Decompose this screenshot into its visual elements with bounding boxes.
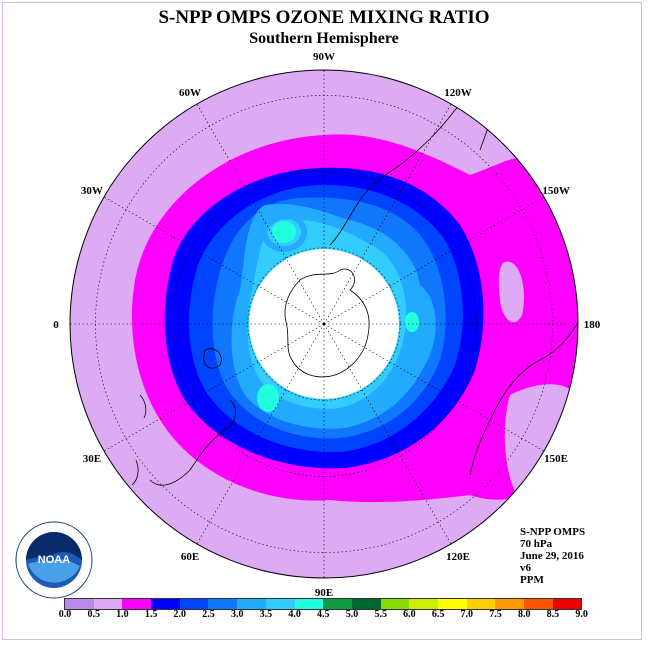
map-subtitle: Southern Hemisphere: [249, 30, 399, 47]
colorbar-swatch: [151, 599, 180, 609]
colorbar-tick-label: 5.5: [374, 609, 387, 620]
longitude-label: 150W: [542, 185, 570, 197]
longitude-label: 30E: [83, 453, 101, 465]
longitude-label: 60E: [181, 551, 199, 563]
colorbar-swatch: [93, 599, 123, 609]
colorbar-tick-label: 4.5: [317, 609, 330, 620]
colorbar-tick-label: 8.0: [517, 609, 531, 620]
colorbar-swatch: [495, 599, 524, 609]
colorbar-tick-label: 0.5: [87, 609, 100, 620]
longitude-label: 90E: [315, 587, 333, 599]
colorbar-labels: 0.0 0.5 1.0 1.5 2.0 2.5 3.0 3.5 4.0 4.5 5.0 5.5 6.0 6…: [0, 609, 648, 623]
info-date: June 29, 2016: [520, 550, 584, 562]
longitude-labels: 90W 60W 30W 0 30E 60E 90E 120E 150E 180 150W 120W: [53, 51, 601, 599]
colorbar-swatch: [294, 599, 324, 609]
colorbar-tick-label: 7.0: [460, 609, 474, 620]
australia-coastline: [149, 348, 236, 486]
colorbar-swatch: [323, 599, 352, 609]
info-instrument: S-NPP OMPS: [520, 526, 586, 538]
new-zealand-coastline: [131, 394, 147, 486]
colorbar-swatch: [380, 599, 410, 609]
longitude-label: 180: [584, 319, 601, 331]
ozone-pocket-1: [261, 212, 307, 252]
colorbar-swatch: [524, 599, 553, 609]
colorbar-swatch: [409, 599, 438, 609]
colorbar-swatch: [351, 599, 381, 609]
plot-frame: [2, 2, 642, 640]
colorbar-tick-label: 2.5: [202, 609, 215, 620]
map-boundary: [69, 69, 579, 579]
colorbar-tick-label: 2.0: [173, 609, 187, 620]
graticule: [70, 70, 578, 578]
africa-coastline: [469, 319, 578, 476]
longitude-label: 90W: [313, 51, 335, 63]
pole-marker: [322, 322, 326, 326]
colorbar-tick-label: 8.5: [546, 609, 560, 620]
longitude-label: 60W: [179, 87, 201, 99]
colorbar-tick-label: 7.5: [489, 609, 502, 620]
info-version: v6: [520, 562, 531, 574]
colorbar-tick-label: 6.5: [431, 609, 445, 620]
longitude-label: 30W: [81, 185, 103, 197]
info-units: PPM: [520, 574, 544, 586]
info-panel: S-NPP OMPS 70 hPa June 29, 2016 v6 PPM: [520, 526, 585, 586]
colorbar-tick-label: 5.0: [345, 609, 359, 620]
ozone-max-patch-1: [272, 221, 296, 243]
colorbar-swatch: [437, 599, 467, 609]
colorbar-tick-label: 0.0: [58, 609, 72, 620]
colorbar-swatch: [466, 599, 496, 609]
map-title: S-NPP OMPS OZONE MIXING RATIO: [158, 7, 490, 28]
colorbar-tick-label: 1.0: [116, 609, 129, 620]
antarctica-coastline: [284, 268, 370, 378]
colorbar-swatch: [552, 599, 582, 609]
colorbar-swatch: [208, 599, 238, 609]
colorbar-swatch: [237, 599, 266, 609]
ozone-island-2: [504, 384, 578, 500]
colorbar-tick-label: 3.5: [259, 609, 273, 620]
colorbar-swatch: [179, 599, 209, 609]
ozone-island-1: [498, 261, 525, 323]
colorbar-swatch: [65, 599, 94, 609]
longitude-label: 150E: [544, 453, 568, 465]
colorbar-tick-label: 6.0: [403, 609, 416, 620]
ozone-max-patch-2: [405, 312, 419, 332]
colorbar: [64, 598, 583, 610]
ozone-max-patch-3: [257, 384, 279, 412]
info-level: 70 hPa: [520, 538, 553, 550]
longitude-label: 120W: [444, 87, 472, 99]
colorbar-tick-label: 9.0: [575, 609, 588, 620]
noaa-logo: NOAA: [15, 521, 93, 599]
colorbar-swatch: [122, 599, 152, 609]
colorbar-swatch: [265, 599, 295, 609]
noaa-logo-text: NOAA: [38, 554, 70, 566]
colorbar-tick-label: 1.5: [144, 609, 158, 620]
longitude-label: 0: [53, 319, 59, 331]
colorbar-tick-label: 3.0: [230, 609, 244, 620]
longitude-label: 120E: [446, 551, 470, 563]
colorbar-tick-label: 4.0: [288, 609, 301, 620]
